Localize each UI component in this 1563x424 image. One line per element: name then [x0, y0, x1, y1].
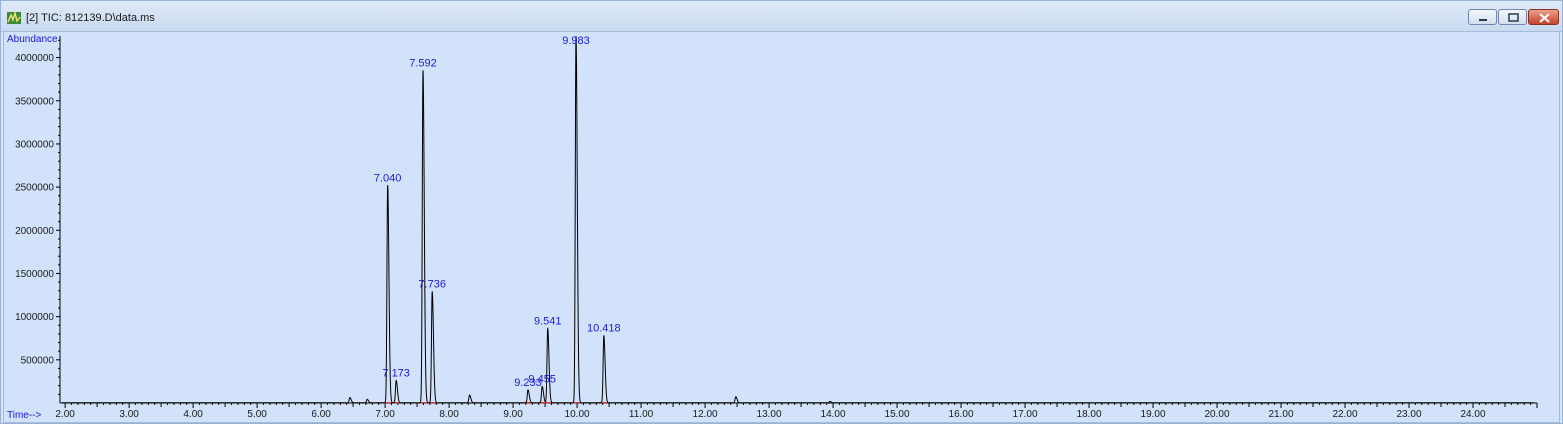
minimize-button[interactable] — [1468, 9, 1497, 25]
peak-label: 9.233 — [514, 377, 542, 389]
peak-label: 7.592 — [409, 58, 437, 70]
y-tick-label: 3500000 — [15, 96, 54, 107]
x-tick-label: 3.00 — [119, 409, 139, 420]
peak-label: 7.736 — [418, 279, 446, 291]
x-tick-label: 24.00 — [1460, 409, 1485, 420]
trace-group — [61, 36, 1534, 404]
y-tick-label: 4000000 — [15, 53, 54, 64]
x-tick-label: 2.00 — [55, 409, 75, 420]
peak-label: 7.040 — [374, 172, 402, 184]
x-tick-label: 9.00 — [503, 409, 523, 420]
y-tick-label: 1500000 — [15, 269, 54, 280]
x-tick-label: 12.00 — [693, 409, 718, 420]
x-tick-label: 17.00 — [1013, 409, 1038, 420]
x-tick-label: 8.00 — [439, 409, 459, 420]
tic-trace — [61, 36, 1534, 404]
x-tick-label: 23.00 — [1396, 409, 1421, 420]
x-tick-label: 11.00 — [629, 409, 654, 420]
x-tick-label: 7.00 — [375, 409, 395, 420]
y-axis-label: Abundance — [7, 34, 58, 45]
x-tick-label: 6.00 — [311, 409, 331, 420]
peak-label: 7.173 — [382, 368, 410, 380]
maximize-button[interactable] — [1498, 9, 1527, 25]
x-tick-label: 13.00 — [757, 409, 782, 420]
x-tick-label: 5.00 — [247, 409, 267, 420]
plot-area[interactable]: Abundance Time--> 500000 1000000 1500000 20… — [3, 31, 1560, 423]
maximize-icon — [1508, 13, 1519, 22]
minimize-icon — [1479, 19, 1487, 21]
y-tick-label: 3000000 — [15, 139, 54, 150]
peak-label: 9.541 — [534, 316, 562, 328]
y-tick-label: 1000000 — [15, 312, 54, 323]
peak-label: 9.455 — [528, 374, 556, 386]
chromatogram-chart: Abundance Time--> 500000 1000000 1500000 20… — [7, 34, 1538, 421]
x-tick-label: 15.00 — [885, 409, 910, 420]
x-tick-label: 10.00 — [565, 409, 590, 420]
y-axis: 500000 1000000 1500000 2000000 2500000 300000… — [15, 36, 61, 403]
x-tick-label: 16.00 — [949, 409, 974, 420]
chromatogram-app-icon — [7, 11, 21, 24]
x-tick-label: 22.00 — [1333, 409, 1358, 420]
peak-label: 10.418 — [587, 323, 621, 335]
close-icon — [1539, 13, 1550, 23]
x-tick-label: 4.00 — [183, 409, 203, 420]
y-tick-label: 500000 — [21, 355, 55, 366]
x-tick-label: 20.00 — [1205, 409, 1230, 420]
window-title: [2] TIC: 812139.D\data.ms — [26, 12, 155, 24]
x-axis-label: Time--> — [7, 410, 42, 421]
x-axis: 2.00 3.00 4.00 5.00 6.00 7.00 8.00 9.00 10.00 11.… — [55, 402, 1538, 420]
close-button[interactable] — [1528, 9, 1559, 25]
x-tick-label: 18.00 — [1077, 409, 1102, 420]
y-tick-label: 2000000 — [15, 226, 54, 237]
x-tick-label: 21.00 — [1269, 409, 1294, 420]
title-bar[interactable]: [2] TIC: 812139.D\data.ms — [1, 1, 1562, 32]
x-tick-label: 19.00 — [1141, 409, 1166, 420]
peak-label: 9.983 — [562, 35, 590, 47]
y-tick-label: 2500000 — [15, 183, 54, 194]
x-tick-label: 14.00 — [821, 409, 846, 420]
